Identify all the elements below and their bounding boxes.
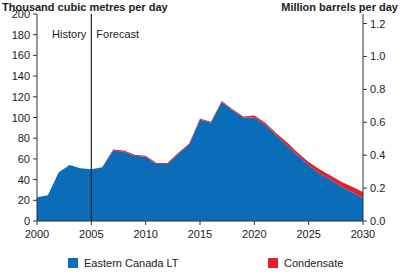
y2-tick-label: 1.0	[370, 50, 385, 62]
legend-label: Condensate	[284, 257, 343, 269]
y2-tick-label: 0.0	[370, 215, 385, 227]
y-tick	[33, 96, 37, 97]
y2-tick	[363, 188, 367, 189]
y-tick	[33, 179, 37, 180]
x-tick-label: 2005	[79, 228, 103, 240]
y-tick-label: 180	[12, 29, 30, 41]
y-tick-label: 140	[12, 70, 30, 82]
y2-tick	[363, 221, 367, 222]
chart: 0204060801001201401601802000.00.20.40.60…	[0, 0, 400, 276]
x-tick-label: 2000	[25, 228, 49, 240]
y-tick	[33, 138, 37, 139]
area-series	[37, 102, 363, 221]
x-tick-label: 2020	[242, 228, 266, 240]
x-tick	[254, 221, 255, 225]
areas	[37, 101, 363, 221]
y-tick	[33, 55, 37, 56]
y-tick	[33, 76, 37, 77]
y2-tick-label: 0.2	[370, 182, 385, 194]
y-tick	[33, 34, 37, 35]
y-tick-label: 40	[18, 174, 30, 186]
area-series	[37, 101, 363, 198]
y-tick	[33, 158, 37, 159]
y2-axis-title: Million barrels per day	[281, 1, 399, 13]
legend-swatch	[68, 258, 78, 268]
x-tick	[91, 221, 92, 225]
y-tick-label: 60	[18, 153, 30, 165]
y2-tick	[363, 155, 367, 156]
y-axis-title: Thousand cubic metres per day	[2, 1, 169, 13]
y2-axis-line	[363, 14, 364, 221]
x-tick-label: 2030	[351, 228, 375, 240]
y2-tick-label: 0.4	[370, 149, 385, 161]
y-tick-label: 160	[12, 49, 30, 61]
y-tick	[33, 14, 37, 15]
x-tick	[200, 221, 201, 225]
x-tick	[37, 221, 38, 225]
y-tick-label: 120	[12, 91, 30, 103]
x-tick	[308, 221, 309, 225]
y2-tick	[363, 89, 367, 90]
y2-tick-label: 1.2	[370, 18, 385, 30]
x-tick	[363, 221, 364, 225]
legend-swatch	[268, 258, 278, 268]
annotation: History	[52, 28, 87, 40]
y2-tick	[363, 23, 367, 24]
annotation: Forecast	[96, 28, 139, 40]
x-tick-label: 2015	[188, 228, 212, 240]
x-tick-label: 2010	[133, 228, 157, 240]
y2-tick-label: 0.8	[370, 83, 385, 95]
y-tick-label: 100	[12, 112, 30, 124]
y-tick-label: 80	[18, 132, 30, 144]
y-tick	[33, 200, 37, 201]
y-tick-label: 0	[24, 215, 30, 227]
y2-tick	[363, 122, 367, 123]
y2-tick-label: 0.6	[370, 116, 385, 128]
x-tick	[145, 221, 146, 225]
y-tick-label: 20	[18, 194, 30, 206]
history-forecast-divider	[91, 14, 92, 221]
legend-label: Eastern Canada LT	[84, 257, 179, 269]
y-tick	[33, 117, 37, 118]
y-tick	[33, 221, 37, 222]
x-tick-label: 2025	[296, 228, 320, 240]
y2-tick	[363, 56, 367, 57]
